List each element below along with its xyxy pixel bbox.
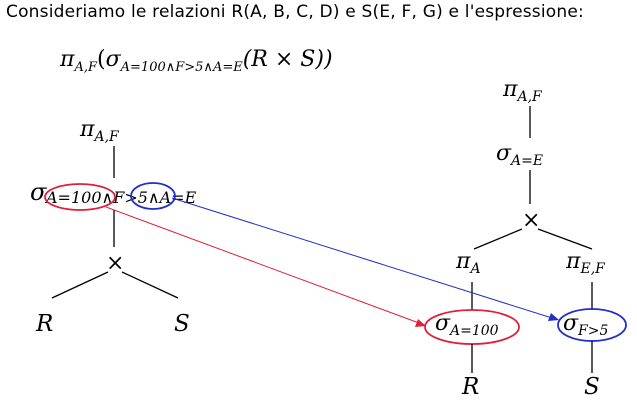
right-selection-symbol: σ xyxy=(496,141,512,166)
red-arrow-line xyxy=(105,206,420,324)
left-selection-cond-2: F>5 xyxy=(112,188,148,207)
right-selection-sub: A=E xyxy=(509,153,543,169)
right-sel-left-symbol: σ xyxy=(435,311,451,336)
right-sel-right: σF>5 xyxy=(563,311,608,339)
red-highlight-ellipse-left xyxy=(44,183,116,211)
expression-open-paren: ( xyxy=(97,47,106,72)
expression-sigma: σ xyxy=(106,47,122,72)
left-join-symbol: × xyxy=(106,251,124,276)
left-edge-join-s xyxy=(121,271,179,299)
right-sel-left-sub: A=100 xyxy=(448,323,499,339)
blue-highlight-ellipse-left xyxy=(130,182,176,210)
right-edge-join-left xyxy=(473,228,523,250)
right-proj-right-sub: E,F xyxy=(579,261,606,277)
left-selection-and-1: ∧ xyxy=(102,188,114,207)
right-proj-right: πE,F xyxy=(565,249,606,277)
left-projection: πA,F xyxy=(79,117,120,145)
right-leaf-s: S xyxy=(584,374,600,400)
right-proj-left-symbol: π xyxy=(455,249,471,274)
right-proj-left-sub: A xyxy=(468,261,480,277)
right-tree: πA,F σA=E × πA πE,F σA=100 σF>5 R S xyxy=(424,77,627,400)
expression-sigma-sub: A=100∧F>5∧A=E xyxy=(120,60,244,75)
expression-pi-sub: A,F xyxy=(73,60,98,75)
right-edge-join-right xyxy=(537,228,593,250)
right-proj-left: πA xyxy=(455,249,481,277)
expression-body: (R × S)) xyxy=(243,47,333,72)
right-sel-left: σA=100 xyxy=(435,311,499,339)
svg-text:πA,F(σA=100∧F>5∧A=E(R × S)): πA,F(σA=100∧F>5∧A=E(R × S)) xyxy=(59,47,333,75)
expression-pi: π xyxy=(59,47,75,72)
blue-arrow-line xyxy=(171,197,553,319)
left-leaf-s: S xyxy=(174,311,190,337)
red-arrow-head xyxy=(415,319,426,327)
right-projection-symbol: π xyxy=(502,77,518,102)
blue-arrow-head xyxy=(548,313,559,321)
left-selection-symbol: σ xyxy=(30,178,47,206)
right-projection-sub: A,F xyxy=(515,89,543,105)
right-sel-right-sub: F>5 xyxy=(577,323,608,339)
right-leaf-r: R xyxy=(461,374,479,400)
right-projection: πA,F xyxy=(502,77,543,105)
right-selection: σA=E xyxy=(496,141,543,169)
expression-formula: πA,F(σA=100∧F>5∧A=E(R × S)) xyxy=(59,47,333,75)
left-leaf-r: R xyxy=(35,311,53,337)
right-proj-right-symbol: π xyxy=(565,249,581,274)
left-projection-sub: A,F xyxy=(92,129,120,145)
left-selection-cond-1: A=100 xyxy=(44,188,102,207)
left-edge-join-r xyxy=(51,271,109,299)
right-join-symbol: × xyxy=(522,208,540,233)
right-sel-right-symbol: σ xyxy=(563,311,579,336)
left-projection-symbol: π xyxy=(79,117,95,142)
intro-text: Consideriamo le relazioni R(A, B, C, D) … xyxy=(6,2,584,22)
push-down-arrows xyxy=(105,197,559,327)
left-tree: πA,F σ A=100∧F>5∧A=E × R S xyxy=(30,117,197,337)
